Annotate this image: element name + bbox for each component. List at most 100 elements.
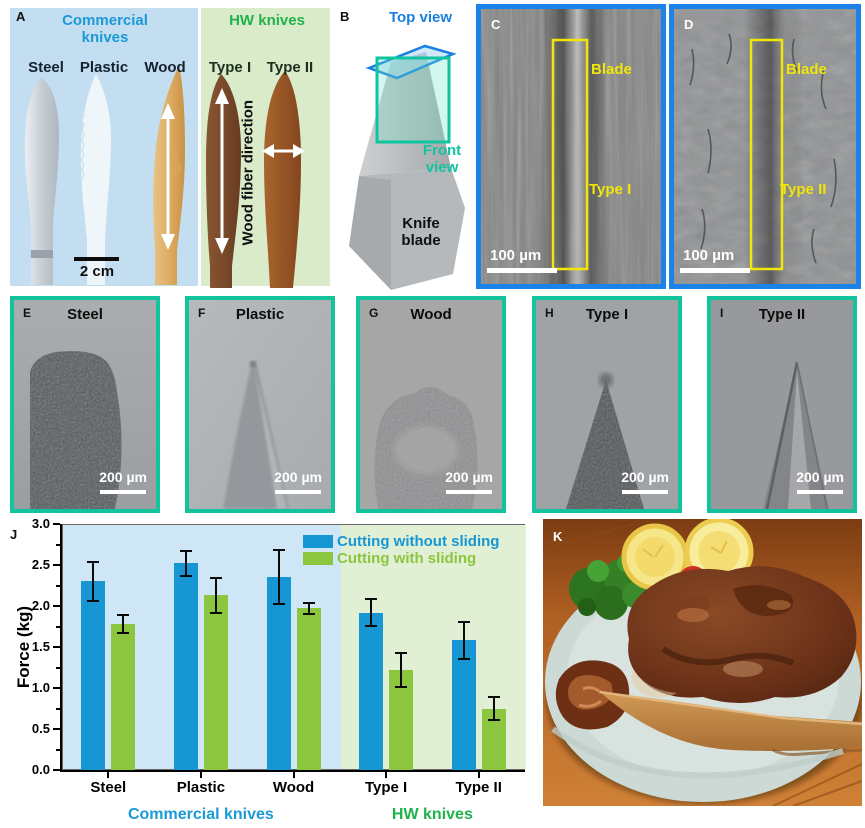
y-tick-major (53, 687, 60, 689)
front-view-label: Front view (422, 142, 462, 176)
legend-swatch (303, 552, 333, 565)
y-tick-minor (56, 543, 60, 546)
error-bar (277, 550, 280, 605)
scale-200um-label: 200 µm (621, 469, 669, 485)
panel-e-letter: E (23, 306, 32, 320)
micrograph-name: Steel (67, 306, 103, 323)
micrograph-name: Type I (585, 306, 629, 323)
plastic-knife-shape (81, 74, 111, 285)
error-bar-cap (365, 598, 378, 601)
x-tick (477, 772, 480, 778)
error-bar-cap (209, 577, 222, 580)
panel-e: E Steel 200 µm (10, 296, 160, 513)
panel-k-letter: K (553, 529, 563, 544)
x-category-label: Wood (272, 779, 315, 796)
y-tick-major (53, 728, 60, 730)
error-bar-cap (395, 651, 408, 654)
error-bar-cap (117, 632, 130, 635)
roi-box (749, 38, 784, 271)
legend-swatch (303, 535, 333, 548)
y-tick-minor (56, 625, 60, 628)
error-bar-cap (272, 603, 285, 606)
bar-type-i-without-sliding (359, 612, 384, 770)
panel-a-label-type1: Type I (208, 59, 252, 76)
x-category-label: Type I (364, 779, 408, 796)
panel-a: A Commercial knives HW knives Steel Plas… (0, 0, 332, 292)
scale-200um-label: 200 µm (445, 469, 493, 485)
panel-d-letter: D (684, 17, 694, 32)
panel-a-title-commercial: Commercial knives (62, 12, 148, 47)
bar-wood-without-sliding (266, 577, 291, 770)
scale-bar-200um (797, 490, 843, 494)
group-label-1: HW knives (391, 806, 473, 823)
panel-a-knives-illustration (24, 66, 305, 288)
y-tick-major (53, 769, 60, 771)
sem-edge-type1 (536, 300, 678, 509)
error-bar (92, 561, 95, 602)
scale-100um-label: 100 µm (490, 247, 542, 264)
panel-h-letter: H (545, 306, 554, 320)
y-tick-label: 0.0 (31, 762, 50, 777)
error-bar (122, 615, 125, 634)
broccoli (569, 554, 648, 620)
roi-box (551, 38, 589, 271)
y-tick-major (53, 605, 60, 607)
knife-blade-schematic (349, 44, 465, 290)
scale-bar-2cm-label: 2 cm (79, 263, 115, 280)
x-category-label: Steel (90, 779, 127, 796)
sem-image-type1-top (481, 9, 661, 284)
sem-edge-type2 (711, 300, 853, 509)
error-bar-cap (302, 601, 315, 604)
lemon-slices (621, 519, 754, 591)
error-bar-cap (179, 574, 192, 577)
type1-annotation: Type I (589, 181, 632, 198)
legend-label: Cutting with sliding (337, 550, 477, 567)
panel-b: B Top view Front view Knife blade (333, 0, 473, 292)
error-bar-cap (487, 718, 500, 721)
panel-d: D Blade Type II 100 µm (669, 4, 861, 289)
error-bar (184, 551, 187, 576)
fiber-arrow-wood-icon (161, 103, 175, 250)
blade-annotation: Blade (786, 61, 827, 78)
sem-image-type2-top (674, 9, 856, 284)
scale-bar-100um (487, 268, 557, 273)
x-category-label: Plastic (176, 779, 226, 796)
y-tick-label: 0.5 (31, 721, 50, 736)
error-bar (307, 602, 310, 615)
blade-annotation: Blade (591, 61, 632, 78)
y-tick-label: 2.5 (31, 557, 50, 572)
scale-200um-label: 200 µm (796, 469, 844, 485)
scale-200um-label: 200 µm (99, 469, 147, 485)
sem-edge-wood (360, 300, 502, 509)
scale-100um-label: 100 µm (683, 247, 735, 264)
error-bar-cap (87, 560, 100, 563)
knife-blade-label: Knife blade (401, 215, 441, 249)
blade-upper-face (359, 52, 451, 176)
bar-steel-with-sliding (111, 624, 136, 770)
bar-wood-with-sliding (296, 608, 321, 770)
y-tick-major (53, 564, 60, 566)
y-tick-major (53, 646, 60, 648)
bar-steel-without-sliding (81, 581, 106, 770)
error-bar-cap (209, 611, 222, 614)
micrograph-name: Type II (758, 306, 806, 323)
fiber-arrow-type2-icon (262, 144, 305, 158)
error-bar (370, 599, 373, 626)
error-bar-cap (457, 620, 470, 623)
micrograph-name: Wood (410, 306, 452, 323)
scale-bar-200um (622, 490, 668, 494)
chart-region-bg-0 (63, 525, 341, 769)
scale-200um-label: 200 µm (274, 469, 322, 485)
panel-g: G Wood 200 µm (356, 296, 506, 513)
group-label-0: Commercial knives (127, 806, 274, 823)
error-bar-cap (487, 696, 500, 699)
top-view-plane (365, 44, 457, 80)
panel-a-label-steel: Steel (28, 59, 64, 76)
scale-bar-200um (275, 490, 321, 494)
panel-c-letter: C (491, 17, 501, 32)
panel-c: C Blade Type I 100 µm (476, 4, 666, 289)
scale-bar-2cm (74, 257, 119, 261)
legend-row-1: Cutting with sliding (303, 550, 499, 567)
steak-piece (555, 660, 630, 730)
y-axis-line (60, 524, 62, 772)
